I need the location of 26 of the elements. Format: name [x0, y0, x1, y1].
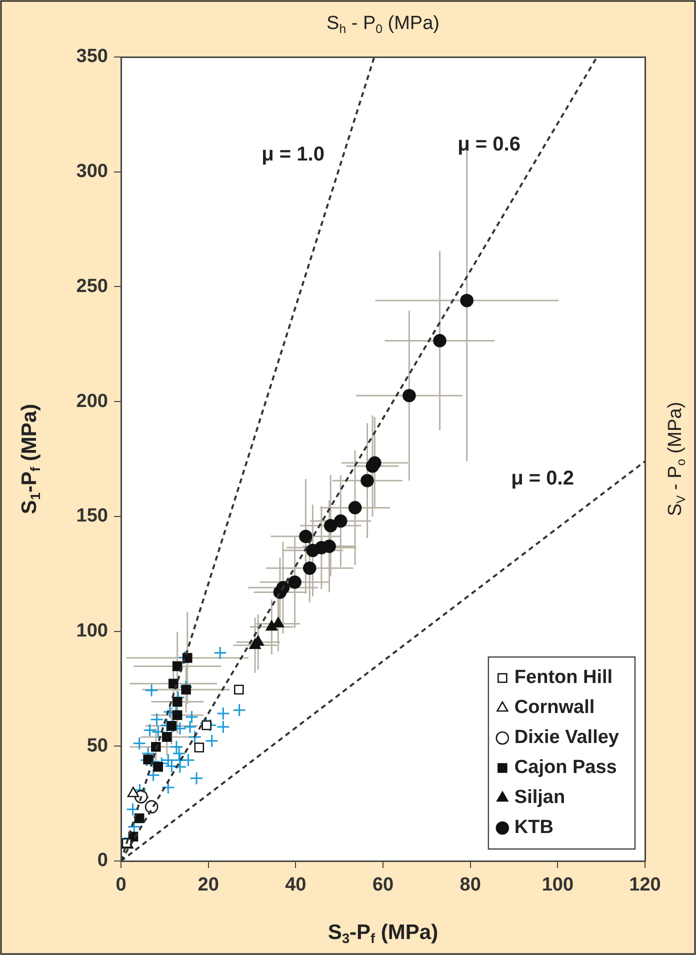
- x-tick-label: 100: [542, 874, 574, 896]
- y-tick-label: 0: [97, 850, 108, 872]
- series-label: μ = 0.2: [511, 468, 574, 490]
- legend-label: Cajon Pass: [514, 757, 617, 778]
- x-tick-label: 80: [460, 874, 481, 896]
- legend-label: KTB: [514, 817, 554, 838]
- x-tick-label: 40: [285, 874, 306, 896]
- y-tick-label: 300: [76, 161, 108, 182]
- y-axis-title: S1-Pf (MPa): [18, 404, 44, 514]
- legend-label: Dixie Valley: [514, 727, 620, 748]
- legend-label: Fenton Hill: [514, 667, 613, 688]
- legend-label: Siljan: [514, 787, 566, 808]
- series-label: μ = 1.0: [262, 144, 324, 166]
- y-tick-label: 150: [76, 506, 108, 527]
- legend-label: Cornwall: [514, 697, 595, 718]
- y-tick-label: 350: [76, 46, 108, 68]
- y-tick-label: 200: [76, 390, 108, 412]
- x-tick-label: 120: [629, 874, 661, 896]
- x-tick-label: 0: [116, 874, 126, 896]
- y2-axis-title: SV - Po (MPa): [665, 402, 688, 516]
- series-label: μ = 0.6: [458, 134, 520, 156]
- y-tick-label: 100: [76, 620, 108, 642]
- y-tick-label: 250: [76, 276, 108, 297]
- x-tick-label: 60: [372, 874, 394, 896]
- y-tick-label: 50: [86, 735, 108, 756]
- x-tick-label: 20: [198, 874, 219, 896]
